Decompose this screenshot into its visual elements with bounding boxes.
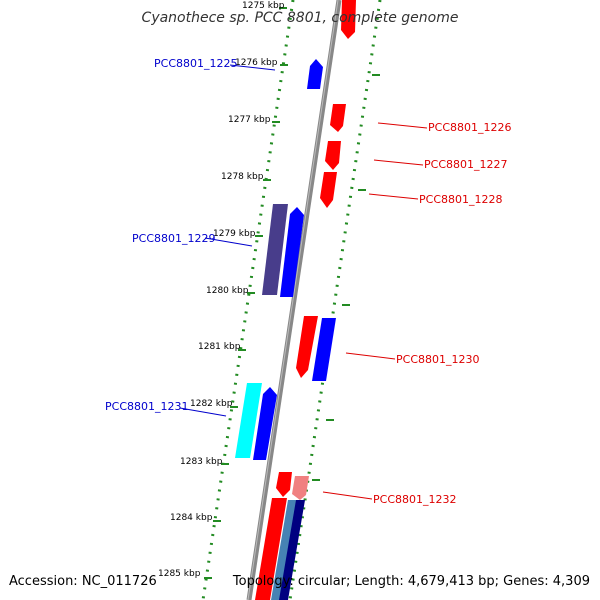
track-boundary-left	[201, 0, 295, 600]
tick-label: 1276 kbp	[235, 58, 278, 68]
gene-arrow-pcc8801-1231[interactable]	[253, 387, 277, 460]
gene-arrow-top-partial[interactable]	[341, 0, 356, 39]
tick-label: 1284 kbp	[170, 513, 213, 523]
gene-arrow-pcc8801-1226[interactable]	[330, 104, 346, 132]
map-title: Cyanothece sp. PCC 8801, complete genome	[141, 10, 459, 26]
gene-arrow-pcc8801-1227[interactable]	[325, 141, 341, 170]
gene-block-lower-teal[interactable]	[271, 500, 298, 600]
gene-block-lower-a[interactable]	[255, 498, 287, 600]
tick-marks-right	[312, 74, 380, 481]
reverse-strand-genes	[255, 0, 356, 600]
forward-strand-genes	[235, 59, 336, 600]
track-boundary-right	[288, 0, 382, 600]
gene-label-reverse[interactable]: PCC8801_1226	[428, 121, 511, 134]
gene-label-forward[interactable]: PCC8801_1225	[154, 57, 237, 70]
gene-arrow-pcc8801-1230[interactable]	[296, 316, 318, 378]
genome-backbone	[246, 0, 342, 600]
gene-label-forward[interactable]: PCC8801_1231	[105, 400, 188, 413]
gene-arrow-pcc8801-1230-blue[interactable]	[312, 318, 336, 381]
tick-label: 1281 kbp	[198, 342, 241, 352]
gene-arrow-pcc8801-1228[interactable]	[320, 172, 337, 208]
gene-arrow-pcc8801-1232-a[interactable]	[276, 472, 292, 497]
gene-label-reverse[interactable]: PCC8801_1228	[419, 193, 502, 206]
leader-lines	[179, 64, 428, 500]
tick-label: 1280 kbp	[206, 286, 249, 296]
gene-label-reverse[interactable]: PCC8801_1232	[373, 493, 456, 506]
tick-label: 1275 kbp	[242, 1, 285, 11]
accession-text: Accession: NC_011726	[9, 574, 157, 589]
gene-label-forward[interactable]: PCC8801_1229	[132, 232, 215, 245]
gene-arrow-pcc8801-1229[interactable]	[280, 207, 304, 297]
tick-labels: 1275 kbp 1276 kbp 1277 kbp 1278 kbp 1279…	[158, 1, 285, 579]
gene-label-reverse[interactable]: PCC8801_1230	[396, 353, 479, 366]
gene-block-pcc8801-1229-dark[interactable]	[262, 204, 288, 295]
gene-labels: PCC8801_1225 PCC8801_1229 PCC8801_1231 P…	[105, 57, 511, 506]
gene-arrow-pcc8801-1225[interactable]	[307, 59, 323, 89]
tick-label: 1278 kbp	[221, 172, 264, 182]
gene-block-pcc8801-1231-cyan[interactable]	[235, 383, 262, 458]
tick-label: 1282 kbp	[190, 399, 233, 409]
gene-arrow-pcc8801-1232-b[interactable]	[292, 476, 309, 500]
tick-label: 1279 kbp	[213, 229, 256, 239]
topology-text: Topology: circular; Length: 4,679,413 bp…	[232, 574, 590, 589]
tick-label: 1285 kbp	[158, 569, 201, 579]
tick-label: 1283 kbp	[180, 457, 223, 467]
tick-marks	[204, 7, 288, 579]
tick-label: 1277 kbp	[228, 115, 271, 125]
gene-label-reverse[interactable]: PCC8801_1227	[424, 158, 507, 171]
gene-block-lower-navy[interactable]	[279, 500, 305, 600]
